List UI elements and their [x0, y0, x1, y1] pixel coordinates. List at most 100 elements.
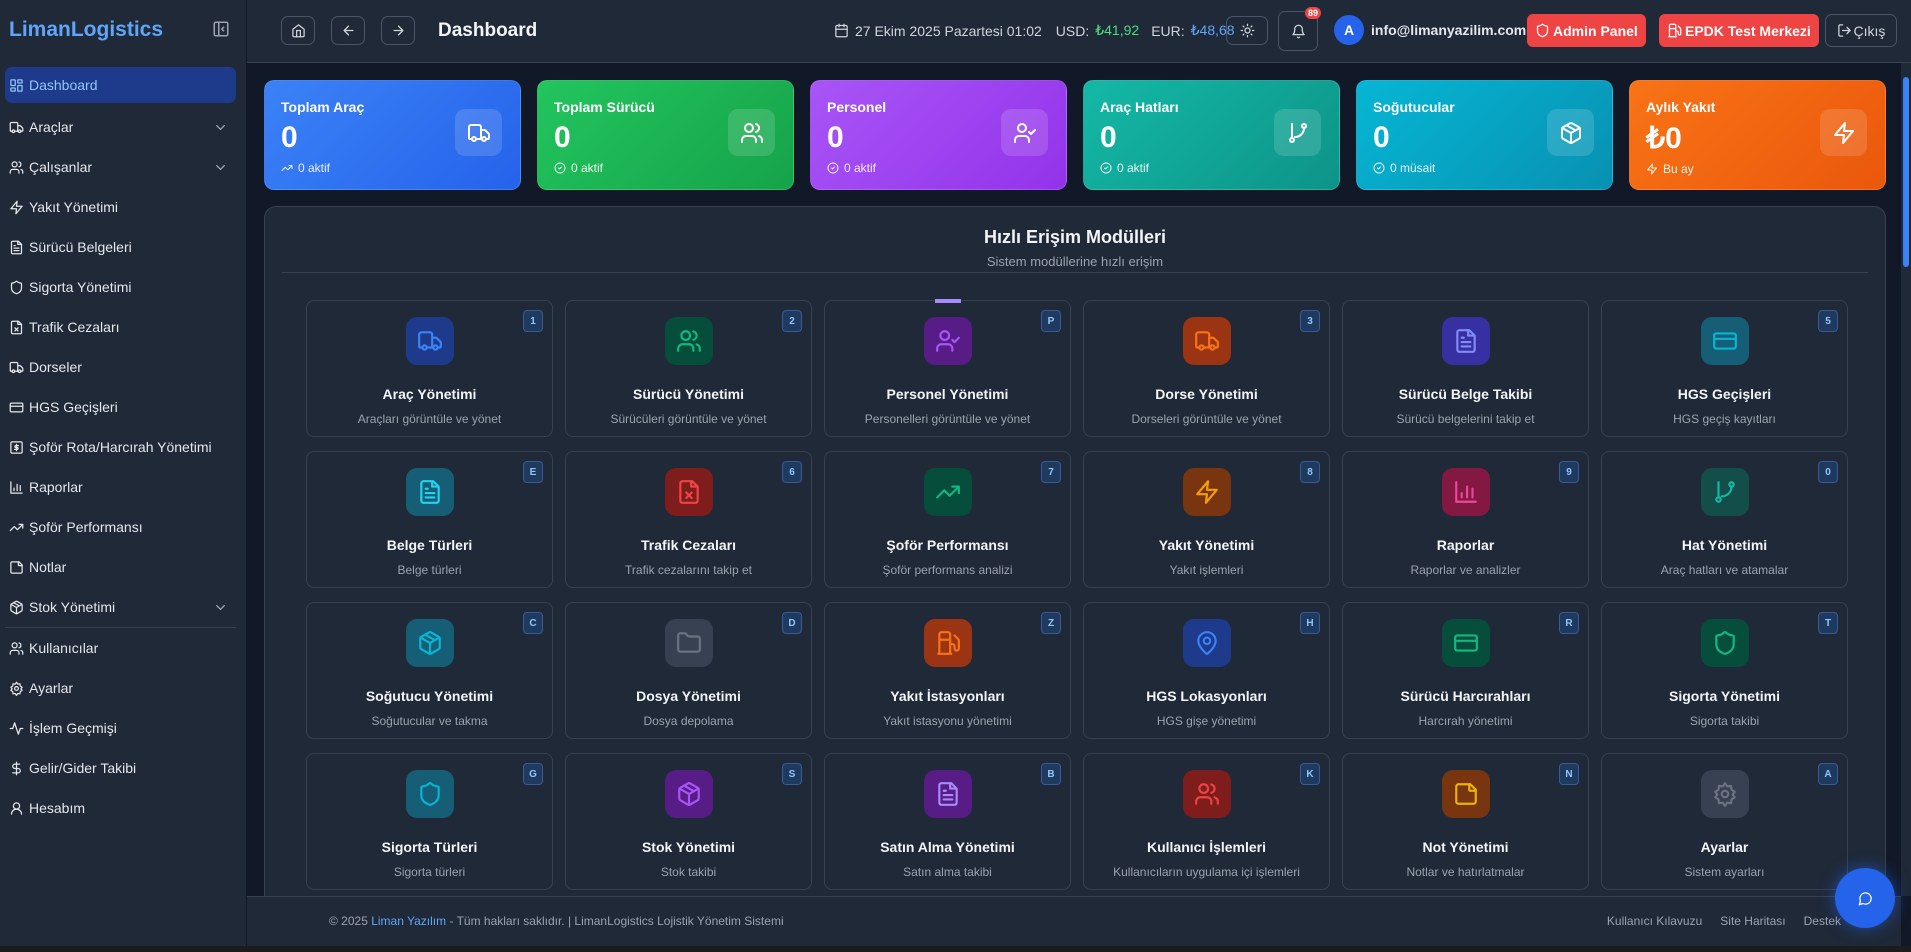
module-card[interactable]: Trafik Cezaları Trafik cezalarını takip e…	[565, 451, 812, 588]
module-card[interactable]: Satın Alma Yönetimi Satın alma takibi B	[824, 753, 1071, 890]
module-card[interactable]: Raporlar Raporlar ve analizler 9	[1342, 451, 1589, 588]
stat-card[interactable]: Toplam Sürücü 0 0 aktif	[537, 80, 794, 190]
back-button[interactable]	[331, 16, 365, 45]
app-logo[interactable]: LimanLogistics	[9, 18, 164, 41]
check-circle-icon	[827, 162, 839, 174]
shield-icon	[405, 770, 454, 818]
module-card[interactable]: Sürücü Belge Takibi Sürücü belgelerini ta…	[1342, 300, 1589, 437]
module-desc: HGS geçiş kayıtları	[1673, 412, 1776, 426]
module-desc: Yakıt istasyonu yönetimi	[883, 714, 1012, 728]
module-card[interactable]: Kullanıcı İşlemleri Kullanıcıların uygula…	[1083, 753, 1330, 890]
module-card[interactable]: Soğutucu Yönetimi Soğutucular ve takma C	[306, 602, 553, 739]
module-card[interactable]: Araç Yönetimi Araçları görüntüle ve yönet…	[306, 300, 553, 437]
module-desc: Notlar ve hatırlatmalar	[1406, 865, 1525, 879]
sidebar-item-gelir-gider-takibi[interactable]: Gelir/Gider Takibi	[5, 748, 236, 788]
zap-icon	[1820, 109, 1867, 156]
shortcut-key-badge: 3	[1300, 310, 1320, 332]
sidebar-item-dorseler[interactable]: Dorseler	[5, 347, 236, 387]
module-card[interactable]: Sigorta Türleri Sigorta türleri G	[306, 753, 553, 890]
module-desc: Harcırah yönetimi	[1418, 714, 1513, 728]
module-card[interactable]: Sürücü Harcırahları Harcırah yönetimi R	[1342, 602, 1589, 739]
shortcut-key-badge: Z	[1041, 612, 1061, 634]
module-card[interactable]: Yakıt Yönetimi Yakıt işlemleri 8	[1083, 451, 1330, 588]
scrollbar[interactable]	[1901, 63, 1911, 896]
sidebar-item-notlar[interactable]: Notlar	[5, 547, 236, 587]
company-link[interactable]: Liman Yazılım	[371, 914, 447, 928]
module-card[interactable]: Personel Yönetimi Personelleri görüntüle …	[824, 299, 1071, 437]
stat-card[interactable]: Personel 0 0 aktif	[810, 80, 1067, 190]
footer-link-sitemap[interactable]: Site Haritası	[1720, 914, 1786, 928]
check-circle-icon	[1373, 162, 1385, 174]
chevron-down-icon[interactable]	[213, 160, 228, 175]
chevron-down-icon[interactable]	[213, 120, 228, 135]
footer-link-support[interactable]: Destek	[1803, 914, 1841, 928]
sidebar-collapse-icon[interactable]	[212, 20, 230, 38]
module-title: Sigorta Türleri	[381, 839, 478, 855]
module-card[interactable]: HGS Lokasyonları HGS gişe yönetimi H	[1083, 602, 1330, 739]
truck-icon	[1182, 317, 1231, 365]
module-title: HGS Lokasyonları	[1146, 688, 1267, 704]
stat-card[interactable]: Araç Hatları 0 0 aktif	[1083, 80, 1340, 190]
sidebar-item-dashboard[interactable]: Dashboard	[5, 67, 236, 103]
sidebar-item-hesabım[interactable]: Hesabım	[5, 788, 236, 828]
epdk-test-button[interactable]: EPDK Test Merkezi	[1659, 14, 1819, 47]
sidebar-item-araçlar[interactable]: Araçlar	[5, 107, 236, 147]
shortcut-key-badge: D	[782, 612, 802, 634]
sidebar-item-şoför-performansı[interactable]: Şoför Performansı	[5, 507, 236, 547]
admin-panel-button[interactable]: Admin Panel	[1527, 14, 1646, 47]
home-button[interactable]	[281, 16, 315, 45]
module-card[interactable]: Ayarlar Sistem ayarları A	[1601, 753, 1848, 890]
notifications-button[interactable]: 89	[1278, 7, 1321, 51]
sidebar-item-trafik-cezaları[interactable]: Trafik Cezaları	[5, 307, 236, 347]
module-card[interactable]: Not Yönetimi Notlar ve hatırlatmalar N	[1342, 753, 1589, 890]
sidebar-item-label: Şoför Rota/Harcırah Yönetimi	[29, 439, 212, 455]
scrollbar-thumb[interactable]	[1903, 77, 1909, 267]
stat-card[interactable]: Aylık Yakıt ₺0 Bu ay	[1629, 80, 1886, 190]
sidebar-item-hgs-geçişleri[interactable]: HGS Geçişleri	[5, 387, 236, 427]
chevron-down-icon[interactable]	[213, 600, 228, 615]
module-title: Stok Yönetimi	[641, 839, 736, 855]
sidebar-item-çalışanlar[interactable]: Çalışanlar	[5, 147, 236, 187]
module-card[interactable]: Yakıt İstasyonları Yakıt istasyonu yöneti…	[824, 602, 1071, 739]
sidebar-item-sürücü-belgeleri[interactable]: Sürücü Belgeleri	[5, 227, 236, 267]
logout-button[interactable]: Çıkış	[1825, 14, 1897, 47]
module-card[interactable]: HGS Geçişleri HGS geçiş kayıtları 5	[1601, 300, 1848, 437]
sticky-note-icon	[1441, 770, 1490, 818]
sidebar-item-şoför-rota-harcırah-yönetimi[interactable]: Şoför Rota/Harcırah Yönetimi	[5, 427, 236, 467]
stat-label: Soğutucular	[1373, 99, 1455, 115]
theme-toggle-button[interactable]	[1226, 16, 1268, 45]
module-card[interactable]: Sürücü Yönetimi Sürücüleri görüntüle ve y…	[565, 300, 812, 437]
zap-icon	[1182, 468, 1231, 516]
shortcut-key-badge: N	[1559, 763, 1579, 785]
sidebar-item-yakıt-yönetimi[interactable]: Yakıt Yönetimi	[5, 187, 236, 227]
module-card[interactable]: Dorse Yönetimi Dorseleri görüntüle ve yön…	[1083, 300, 1330, 437]
shield-alert-icon	[1535, 23, 1550, 38]
grid-icon	[9, 78, 24, 93]
avatar[interactable]: A	[1334, 15, 1364, 45]
folder-icon	[664, 619, 713, 667]
sidebar-item-ayarlar[interactable]: Ayarlar	[5, 668, 236, 708]
admin-panel-label: Admin Panel	[1553, 22, 1638, 39]
module-card[interactable]: Şoför Performansı Şoför performans analiz…	[824, 451, 1071, 588]
user-icon	[9, 801, 24, 816]
sidebar-item-kullanıcılar[interactable]: Kullanıcılar	[5, 628, 236, 668]
module-card[interactable]: Belge Türleri Belge türleri E	[306, 451, 553, 588]
sidebar-item-raporlar[interactable]: Raporlar	[5, 467, 236, 507]
footer-link-guide[interactable]: Kullanıcı Kılavuzu	[1606, 914, 1703, 928]
module-card[interactable]: Hat Yönetimi Araç hatları ve atamalar 0	[1601, 451, 1848, 588]
module-desc: Dorseleri görüntüle ve yönet	[1131, 412, 1282, 426]
module-card[interactable]: Sigorta Yönetimi Sigorta takibi T	[1601, 602, 1848, 739]
module-card[interactable]: Stok Yönetimi Stok takibi S	[565, 753, 812, 890]
shortcut-key-badge: A	[1818, 763, 1838, 785]
stat-card[interactable]: Toplam Araç 0 0 aktif	[264, 80, 521, 190]
user-email[interactable]: info@limanyazilim.com	[1371, 22, 1527, 38]
sidebar-item-stok-yönetimi[interactable]: Stok Yönetimi	[5, 587, 236, 627]
module-card[interactable]: Dosya Yönetimi Dosya depolama D	[565, 602, 812, 739]
sidebar-item-i-şlem-geçmişi[interactable]: İşlem Geçmişi	[5, 708, 236, 748]
sidebar-item-sigorta-yönetimi[interactable]: Sigorta Yönetimi	[5, 267, 236, 307]
forward-button[interactable]	[381, 16, 415, 45]
module-title: Not Yönetimi	[1422, 839, 1509, 855]
chat-button[interactable]	[1835, 868, 1895, 928]
stat-card[interactable]: Soğutucular 0 0 müsait	[1356, 80, 1613, 190]
stat-label: Toplam Sürücü	[554, 99, 655, 115]
